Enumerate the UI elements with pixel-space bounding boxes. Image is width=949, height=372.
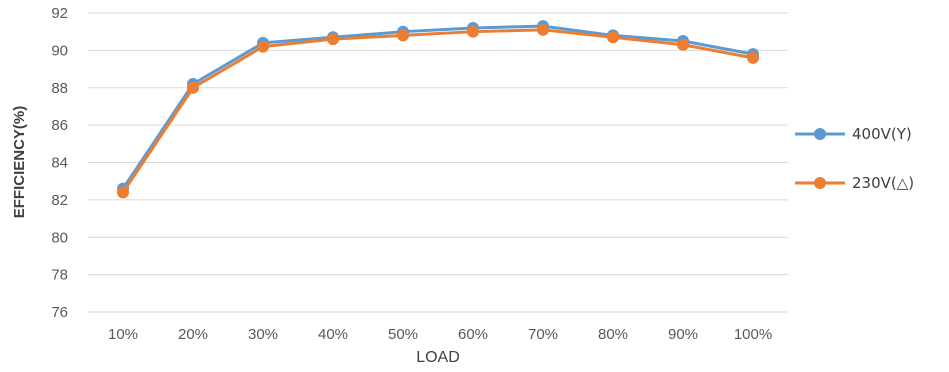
x-tick-label: 80%	[598, 326, 628, 343]
x-tick-label: 100%	[734, 326, 772, 343]
y-tick-label: 92	[51, 5, 68, 22]
data-point	[327, 33, 339, 46]
legend-label: 400V(Y)	[852, 125, 912, 143]
legend: 400V(Y) 230V(△)	[795, 125, 914, 192]
y-tick-label: 86	[51, 117, 68, 134]
series-2	[117, 23, 759, 199]
y-axis-title: EFFICIENCY(%)	[11, 106, 28, 219]
data-point	[187, 81, 199, 94]
y-tick-label: 80	[51, 229, 68, 246]
legend-item: 400V(Y)	[795, 125, 912, 143]
y-tick-label: 88	[51, 80, 68, 97]
data-point	[677, 38, 689, 51]
legend-marker	[814, 177, 826, 189]
data-point	[607, 31, 619, 44]
data-point	[747, 51, 759, 64]
x-tick-labels: 10% 20% 30% 40% 50% 60% 70% 80% 90% 100%	[108, 326, 772, 343]
x-tick-label: 40%	[318, 326, 348, 343]
x-tick-label: 20%	[178, 326, 208, 343]
y-tick-label: 84	[51, 155, 68, 172]
y-tick-label: 90	[51, 42, 68, 59]
y-tick-labels: 76 78 80 82 84 86 88 90 92	[51, 5, 68, 321]
series-1	[117, 20, 759, 195]
y-tick-label: 78	[51, 267, 68, 284]
x-tick-label: 60%	[458, 326, 488, 343]
series-line	[121, 28, 754, 194]
x-tick-label: 70%	[528, 326, 558, 343]
legend-marker	[814, 128, 826, 140]
x-axis-title: LOAD	[416, 349, 460, 366]
y-tick-label: 76	[51, 304, 68, 321]
data-point	[537, 23, 549, 36]
x-tick-label: 50%	[388, 326, 418, 343]
grid-lines	[88, 12, 788, 313]
data-point	[397, 29, 409, 42]
legend-label: 230V(△)	[852, 174, 914, 192]
data-point	[117, 186, 129, 199]
data-point	[257, 40, 269, 53]
x-tick-label: 90%	[668, 326, 698, 343]
x-tick-label: 10%	[108, 326, 138, 343]
data-point	[467, 25, 479, 38]
legend-item: 230V(△)	[795, 174, 914, 192]
x-tick-label: 30%	[248, 326, 278, 343]
series-lines	[117, 20, 759, 199]
series-line	[121, 24, 754, 190]
y-tick-label: 82	[51, 192, 68, 209]
